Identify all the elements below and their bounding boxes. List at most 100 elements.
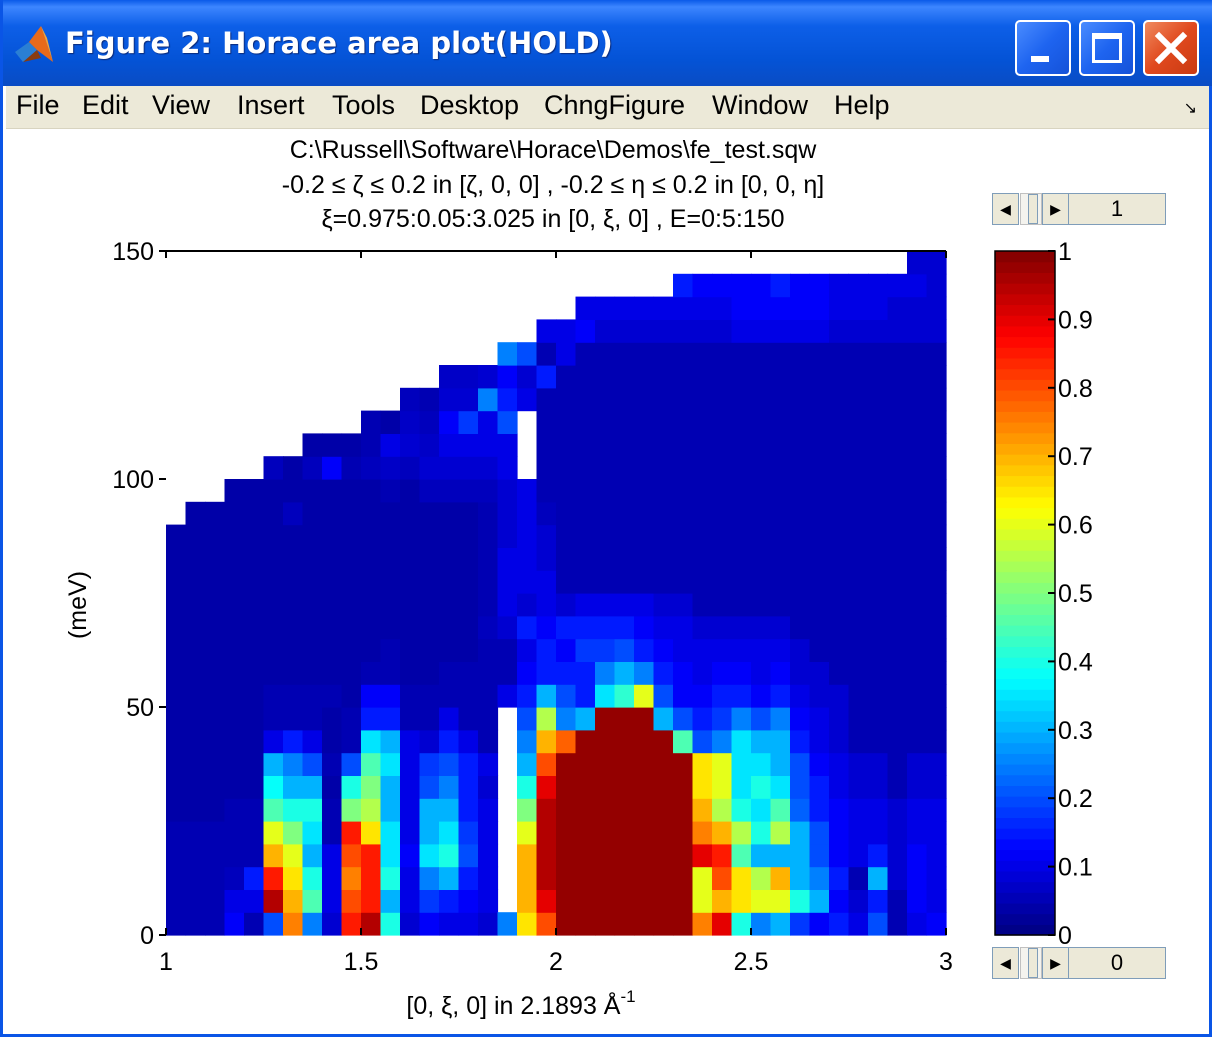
menu-file[interactable]: File (16, 90, 60, 120)
heatmap-cell (887, 866, 908, 890)
heatmap-cell (361, 821, 382, 845)
bottom-stepper-decrement[interactable]: ◀ (992, 947, 1019, 979)
heatmap-cell (926, 775, 947, 799)
heatmap-cell (692, 684, 713, 708)
heatmap-cell (361, 798, 382, 822)
heatmap-cell (809, 684, 830, 708)
heatmap-cell (224, 684, 245, 708)
heatmap-cell (341, 547, 362, 571)
heatmap-cell (829, 866, 850, 890)
menu-chngfigure[interactable]: ChngFigure (544, 90, 686, 120)
heatmap-cell (868, 729, 889, 754)
colorbar-segment (995, 860, 1055, 872)
heatmap-cell (731, 866, 752, 890)
heatmap-cell (848, 843, 869, 868)
menu-window[interactable]: Window (712, 90, 809, 120)
heatmap-cell (263, 661, 284, 685)
bottom-stepper-increment[interactable]: ▶ (1042, 947, 1069, 979)
dock-arrow-icon[interactable]: ↘ (1183, 100, 1197, 117)
heatmap-cell (322, 752, 343, 776)
colorbar-segment (995, 251, 1055, 263)
heatmap-cell (205, 798, 226, 822)
heatmap-cell (634, 593, 655, 617)
heatmap-cell (556, 661, 577, 685)
menu-insert[interactable]: Insert (237, 90, 305, 120)
heatmap-cell (731, 456, 752, 480)
heatmap-cell (419, 798, 440, 822)
menu-edit[interactable]: Edit (82, 90, 129, 120)
heatmap-cell (439, 387, 460, 412)
heatmap-cell (575, 342, 596, 366)
heatmap-cell (185, 524, 206, 548)
heatmap-cell (302, 821, 323, 845)
heatmap-cell (400, 729, 421, 754)
heatmap-cell (751, 501, 772, 526)
heatmap-cell (556, 570, 577, 594)
heatmap-cell (205, 615, 226, 640)
heatmap-cell (400, 843, 421, 868)
menu-help[interactable]: Help (834, 90, 890, 120)
heatmap-cell (751, 638, 772, 662)
heatmap-cell (595, 798, 616, 822)
minimize-button[interactable] (1015, 20, 1071, 76)
heatmap-cell (887, 501, 908, 526)
heatmap-cell (770, 501, 791, 526)
heatmap-cell (634, 684, 655, 708)
colorbar-segment (995, 261, 1055, 273)
heatmap-cell (517, 798, 538, 822)
heatmap-cell (575, 456, 596, 480)
heatmap-cell (595, 296, 616, 320)
heatmap-cell (907, 707, 928, 731)
heatmap-cell (439, 912, 460, 936)
colorbar-segment (995, 539, 1055, 551)
close-button[interactable] (1143, 20, 1199, 76)
heatmap-cell (458, 433, 479, 457)
plot-canvas: C:\Russell\Software\Horace\Demos\fe_test… (64, 136, 1093, 1020)
colorbar-segment (995, 400, 1055, 412)
menu-tools[interactable]: Tools (332, 90, 396, 120)
heatmap-cell (497, 342, 518, 366)
heatmap-cell (458, 889, 479, 913)
bottom-stepper-value[interactable]: 0 (1068, 947, 1166, 979)
top-stepper-increment[interactable]: ▶ (1042, 193, 1069, 225)
heatmap-cell (653, 821, 674, 845)
heatmap-cell (790, 661, 811, 685)
heatmap-cell (770, 593, 791, 617)
heatmap-cell (634, 912, 655, 936)
heatmap-cell (478, 775, 499, 799)
heatmap-cell (439, 524, 460, 548)
title-bar[interactable]: Figure 2: Horace area plot(HOLD) (3, 0, 1212, 86)
heatmap-cell (458, 684, 479, 708)
heatmap-cell (926, 433, 947, 457)
heatmap-cell (263, 593, 284, 617)
maximize-button[interactable] (1079, 20, 1135, 76)
top-stepper-value[interactable]: 1 (1068, 193, 1166, 225)
heatmap-cell (263, 501, 284, 526)
heatmap-cell (439, 775, 460, 799)
heatmap-cell (692, 821, 713, 845)
heatmap-cell (634, 456, 655, 480)
colorbar-tick-label: 0.3 (1058, 717, 1093, 745)
heatmap-cell (419, 570, 440, 594)
heatmap-cell (829, 319, 850, 343)
heatmap-cell (731, 296, 752, 320)
heatmap-cell (926, 410, 947, 434)
bottom-stepper-thumb[interactable] (1028, 948, 1038, 978)
heatmap-cell (868, 593, 889, 617)
heatmap-cell (848, 684, 869, 708)
top-stepper-decrement[interactable]: ◀ (992, 193, 1019, 225)
colorbar-segment (995, 272, 1055, 284)
top-stepper-thumb[interactable] (1028, 194, 1038, 224)
heatmap-cell (653, 729, 674, 754)
menu-view[interactable]: View (152, 90, 211, 120)
heatmap-cell (712, 433, 733, 457)
menu-desktop[interactable]: Desktop (420, 90, 520, 120)
heatmap-cell (653, 593, 674, 617)
heatmap-cell (185, 684, 206, 708)
heatmap-cell (166, 593, 187, 617)
colorbar-tick-label: 0.2 (1058, 785, 1093, 813)
heatmap-cell (790, 456, 811, 480)
heatmap-cell (536, 524, 557, 548)
heatmap-cell (770, 547, 791, 571)
heatmap-cell (692, 387, 713, 412)
